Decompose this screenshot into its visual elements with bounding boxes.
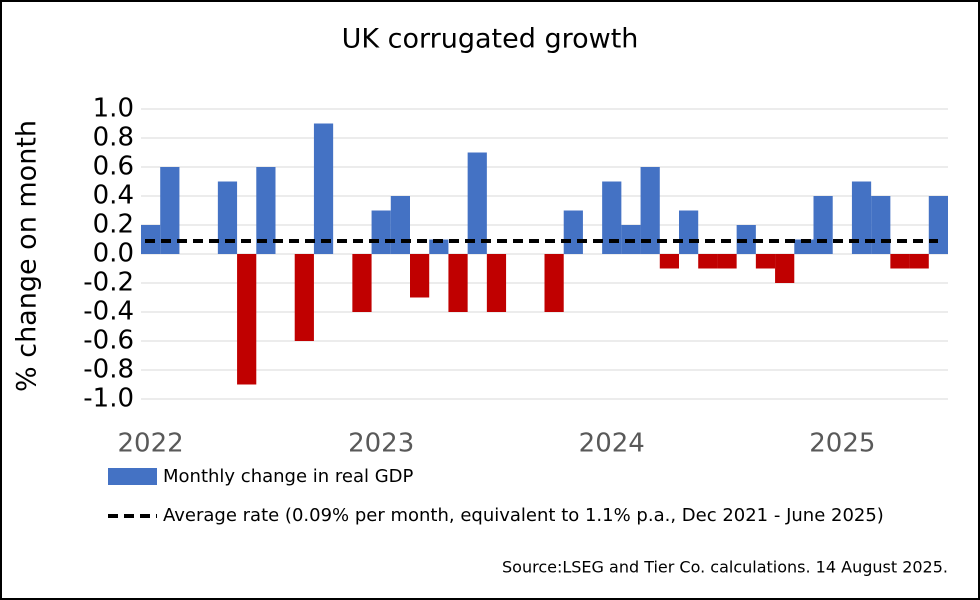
bar <box>352 254 372 312</box>
bar <box>640 167 660 254</box>
bar <box>486 254 507 312</box>
y-tick-label: 0.0 <box>93 239 134 269</box>
y-tick-label: -0.8 <box>83 355 134 385</box>
y-tick-label: 1.0 <box>93 94 134 124</box>
y-tick-label: -0.2 <box>83 268 134 298</box>
y-tick-label: 0.4 <box>93 181 134 211</box>
bar <box>698 254 718 269</box>
x-tick-label: 2025 <box>809 429 875 459</box>
bar <box>813 196 833 254</box>
bar <box>851 181 872 254</box>
bar <box>909 254 929 269</box>
bar <box>775 254 795 283</box>
bar <box>294 254 314 341</box>
source-note: Source:LSEG and Tier Co. calculations. 1… <box>502 558 948 577</box>
bar <box>390 196 410 254</box>
x-tick-label: 2022 <box>118 429 184 459</box>
y-tick-label: -0.4 <box>83 297 134 327</box>
y-tick-label: -1.0 <box>83 384 134 414</box>
bar <box>237 254 257 385</box>
bar <box>371 210 391 254</box>
bar <box>256 167 276 254</box>
bar <box>467 152 487 254</box>
bar <box>890 254 910 269</box>
bar <box>544 254 564 312</box>
bar <box>217 181 238 254</box>
bar <box>160 167 180 254</box>
bar <box>429 239 449 254</box>
x-tick-label: 2024 <box>579 429 645 459</box>
bar <box>679 210 699 254</box>
bar <box>755 254 776 269</box>
bar <box>602 181 622 254</box>
bar <box>928 196 948 254</box>
y-tick-label: -0.6 <box>83 326 134 356</box>
bar <box>563 210 583 254</box>
bar <box>794 239 814 254</box>
legend-label: Average rate (0.09% per month, equivalen… <box>163 505 884 526</box>
y-axis-label: % change on month <box>12 120 43 392</box>
bar <box>871 196 891 254</box>
bar <box>313 123 334 254</box>
y-tick-label: 0.8 <box>93 123 134 153</box>
bar <box>448 254 468 312</box>
x-tick-label: 2023 <box>348 429 414 459</box>
legend-swatch <box>108 468 157 485</box>
bar <box>717 254 737 269</box>
chart-title: UK corrugated growth <box>342 24 639 55</box>
y-tick-label: 0.2 <box>93 210 134 240</box>
bar <box>410 254 430 298</box>
y-tick-label: 0.6 <box>93 152 134 182</box>
bar <box>659 254 679 269</box>
legend-label: Monthly change in real GDP <box>163 466 414 487</box>
